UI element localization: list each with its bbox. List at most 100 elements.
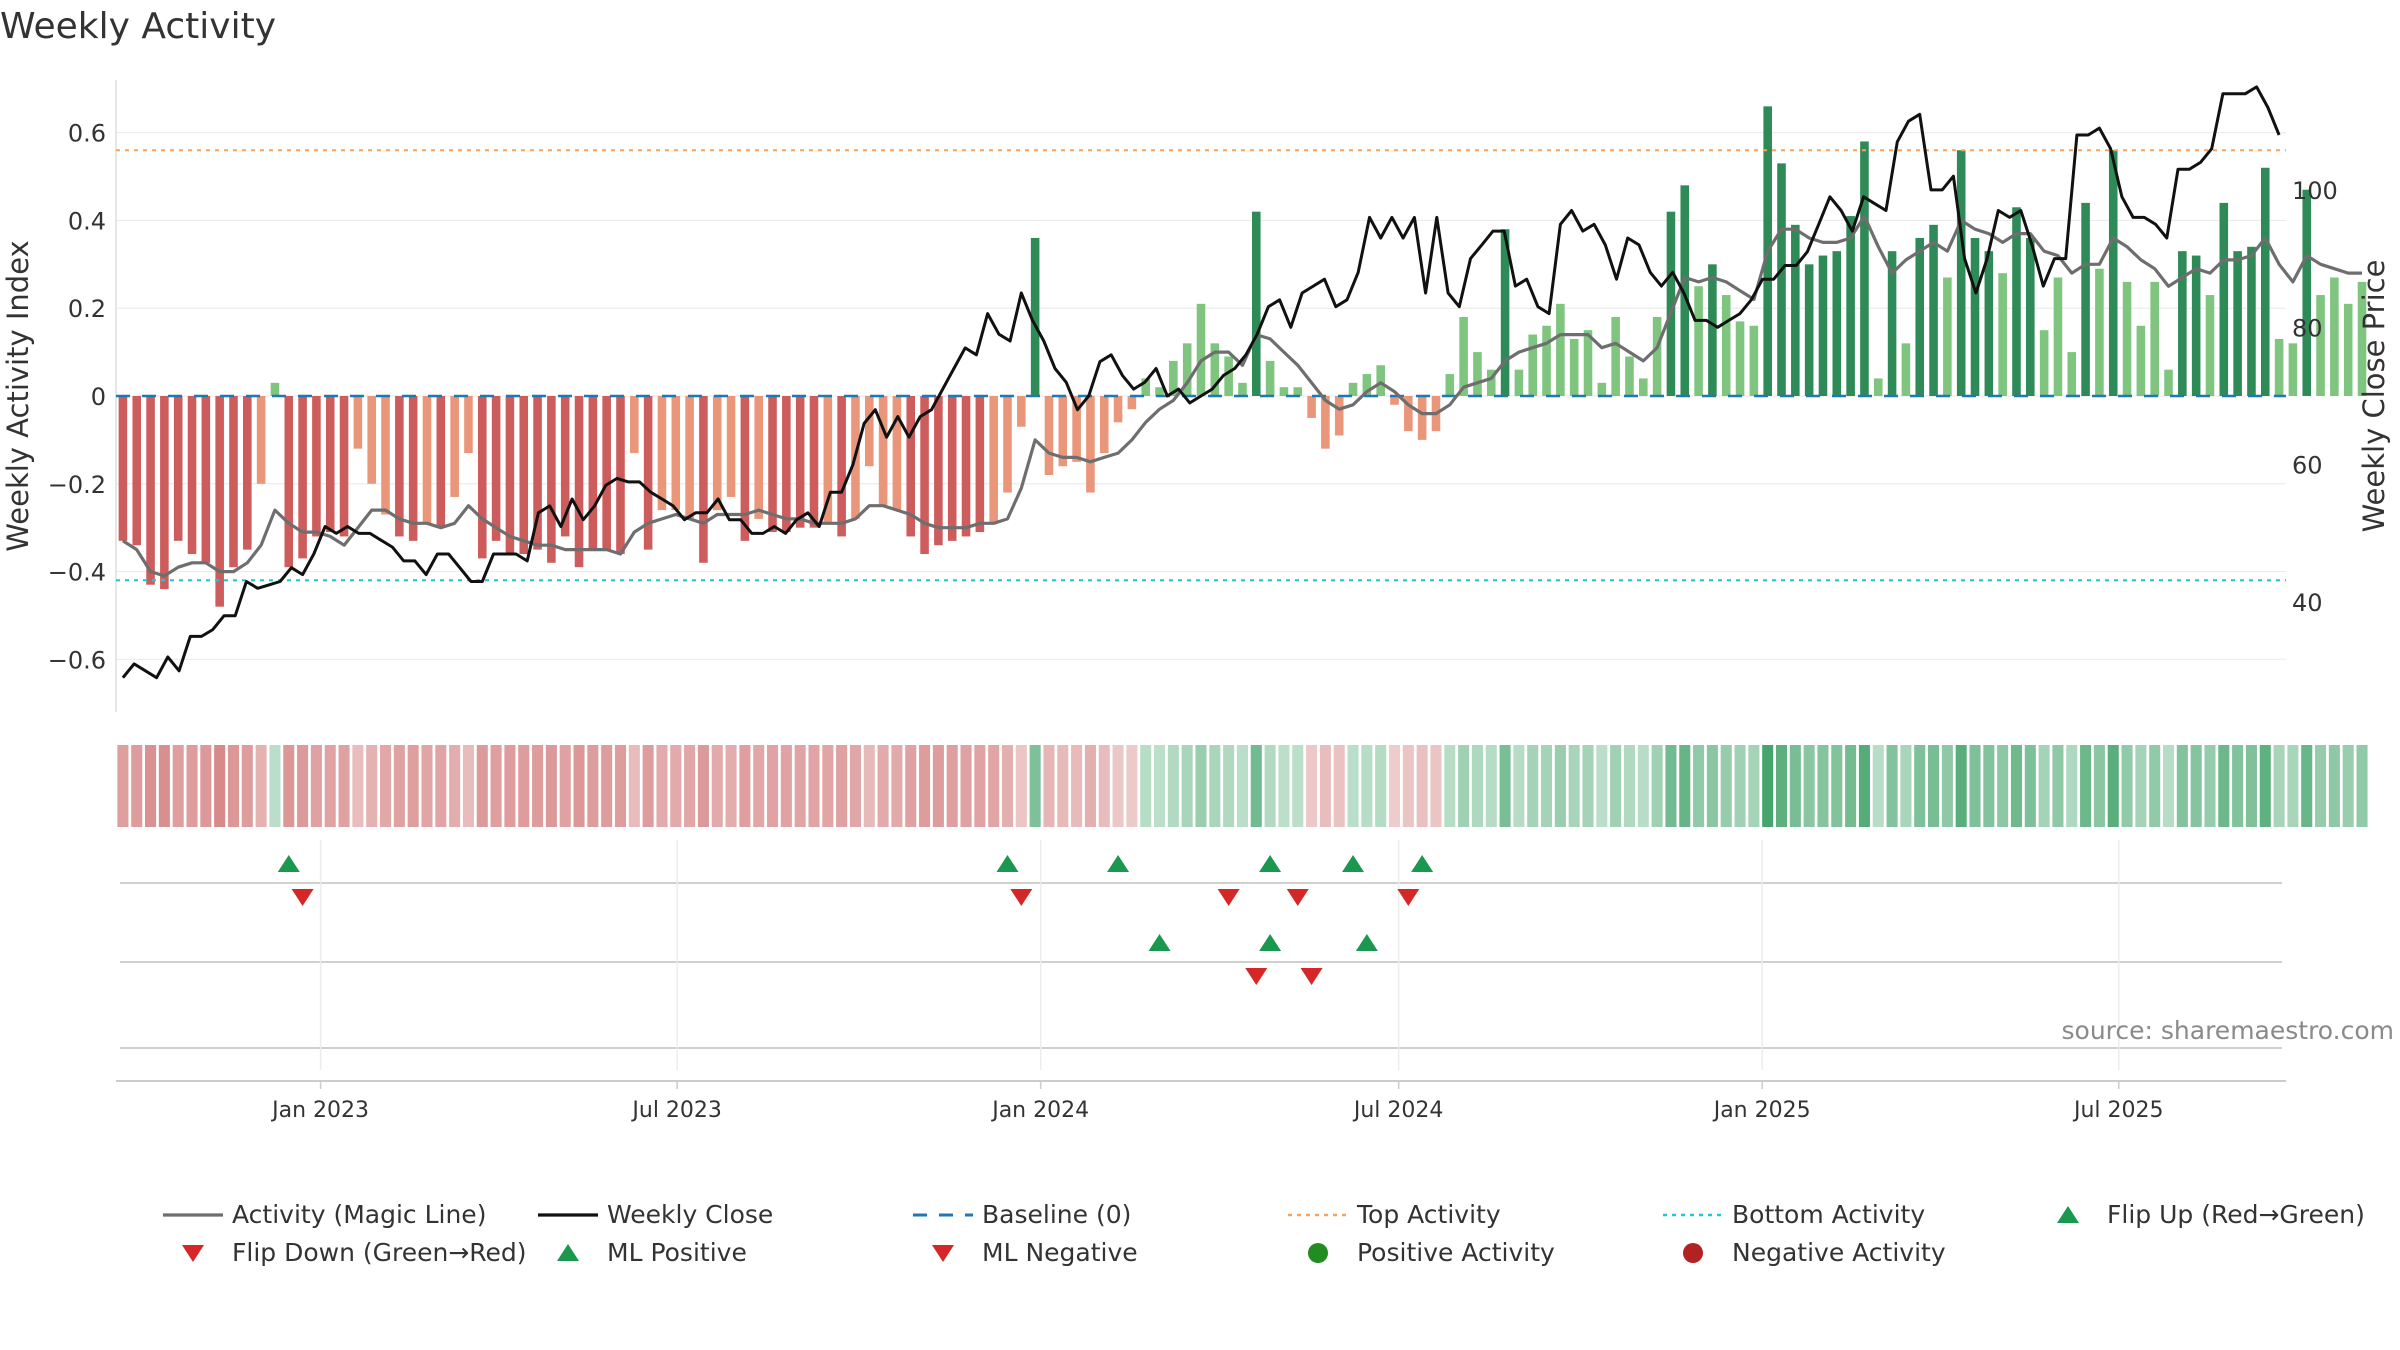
- heat-strip-cell: [1250, 745, 1262, 827]
- legend-item: Negative Activity: [1660, 1238, 1946, 1267]
- y-tick-label: −0.4: [48, 559, 106, 587]
- heat-strip-cell: [255, 745, 267, 827]
- heat-strip-cell: [2328, 745, 2340, 827]
- heat-strip-cell: [1430, 745, 1442, 827]
- activity-bar: [657, 396, 667, 511]
- flip-up-marker: [1411, 855, 1434, 872]
- activity-bar: [464, 396, 473, 454]
- heat-strip-cell: [1845, 745, 1857, 827]
- heat-strip-cell: [1596, 745, 1608, 827]
- heat-strip-cell: [946, 745, 958, 827]
- activity-bar: [1086, 396, 1095, 493]
- activity-bar: [920, 396, 929, 554]
- activity-bar: [2095, 268, 2104, 396]
- heat-strip-cell: [974, 745, 986, 827]
- activity-bar: [2205, 295, 2215, 396]
- activity-bar: [1044, 396, 1054, 475]
- activity-bar: [298, 396, 307, 559]
- heat-strip-cell: [1665, 745, 1677, 827]
- heat-strip-cell: [656, 745, 668, 827]
- legend-symbol: [910, 1203, 976, 1227]
- activity-bar: [2039, 330, 2049, 396]
- activity-bar: [1818, 255, 1828, 396]
- activity-bar: [1597, 382, 1607, 396]
- legend-symbol: [160, 1203, 226, 1227]
- legend-symbol: [1660, 1241, 1726, 1265]
- activity-bar: [961, 396, 971, 537]
- heat-strip-cell: [117, 745, 129, 827]
- heat-strip-cell: [366, 745, 378, 827]
- heat-strip-cell: [379, 745, 392, 827]
- activity-bar: [1500, 229, 1510, 396]
- activity-bar: [533, 396, 542, 550]
- heat-strip-cell: [1209, 745, 1221, 827]
- legend-symbol: [910, 1241, 976, 1265]
- heat-strip-cell: [393, 745, 405, 827]
- activity-bar: [1680, 185, 1690, 396]
- heat-strip-cell: [1734, 745, 1746, 827]
- activity-bar: [1611, 317, 1620, 396]
- heat-strip-cell: [1015, 745, 1027, 827]
- x-tick-label: Jul 2025: [2072, 1098, 2164, 1123]
- activity-bar: [1113, 396, 1123, 423]
- legend-symbol: [2035, 1203, 2101, 1227]
- heat-strip-cell: [1610, 745, 1622, 827]
- heat-strip-cell: [1402, 745, 1414, 827]
- heat-strip-cell: [2038, 745, 2050, 827]
- activity-bar: [1486, 369, 1496, 396]
- activity-bar: [685, 396, 694, 519]
- heat-strip-cell: [1444, 745, 1456, 827]
- legend-label: Flip Down (Green→Red): [232, 1238, 527, 1267]
- legend-symbol: [535, 1203, 601, 1227]
- legend-item: Weekly Close: [535, 1200, 773, 1229]
- activity-bar: [1804, 264, 1814, 396]
- activity-bar: [1003, 396, 1012, 493]
- activity-bar: [2081, 202, 2090, 396]
- activity-bar: [574, 396, 584, 568]
- activity-bar: [1307, 396, 1316, 418]
- activity-bar: [1196, 303, 1206, 396]
- activity-bar: [2330, 277, 2339, 396]
- activity-bar: [201, 396, 211, 563]
- activity-bar: [1459, 317, 1468, 396]
- activity-bar: [353, 396, 363, 449]
- activity-bar: [1639, 378, 1648, 396]
- activity-bar: [2219, 202, 2229, 396]
- flip-down-marker: [1286, 889, 1309, 906]
- legend-item: Baseline (0): [910, 1200, 1131, 1229]
- activity-bar: [1030, 238, 1040, 396]
- activity-bar: [1141, 378, 1150, 396]
- heat-strip-cell: [2245, 745, 2257, 827]
- activity-bar: [1376, 365, 1385, 396]
- heat-strip-cell: [241, 745, 253, 827]
- legend-item: Bottom Activity: [1660, 1200, 1925, 1229]
- heat-strip-cell: [2356, 745, 2368, 827]
- activity-bar: [1873, 378, 1883, 396]
- activity-bar: [768, 396, 777, 533]
- heat-strip-cell: [1706, 745, 1718, 827]
- legend-symbol: [535, 1241, 601, 1265]
- activity-bar: [1652, 317, 1662, 396]
- activity-bar: [1099, 396, 1109, 454]
- activity-bar: [1970, 238, 1980, 396]
- heat-strip-cell: [310, 745, 322, 827]
- activity-bar: [1956, 150, 1966, 396]
- heat-strip-cell: [1140, 745, 1152, 827]
- heat-strip-cell: [1057, 745, 1069, 827]
- activity-bar: [740, 396, 750, 541]
- heat-strip-cell: [490, 745, 502, 827]
- heat-strip-cell: [1126, 745, 1138, 827]
- legend-label: Flip Up (Red→Green): [2107, 1200, 2365, 1229]
- activity-bar: [1127, 396, 1137, 410]
- activity-bar: [2053, 277, 2063, 396]
- heat-strip-cell: [200, 745, 212, 827]
- activity-bar: [602, 396, 611, 550]
- heat-strip-cell: [877, 745, 889, 827]
- activity-bar: [2316, 295, 2325, 396]
- heat-strip-cell: [1084, 745, 1096, 827]
- activity-bar: [1791, 224, 1800, 396]
- activity-bar: [1984, 251, 1994, 396]
- legend-item: ML Negative: [910, 1238, 1138, 1267]
- heat-strip-cell: [684, 745, 696, 827]
- activity-bar: [1887, 251, 1897, 396]
